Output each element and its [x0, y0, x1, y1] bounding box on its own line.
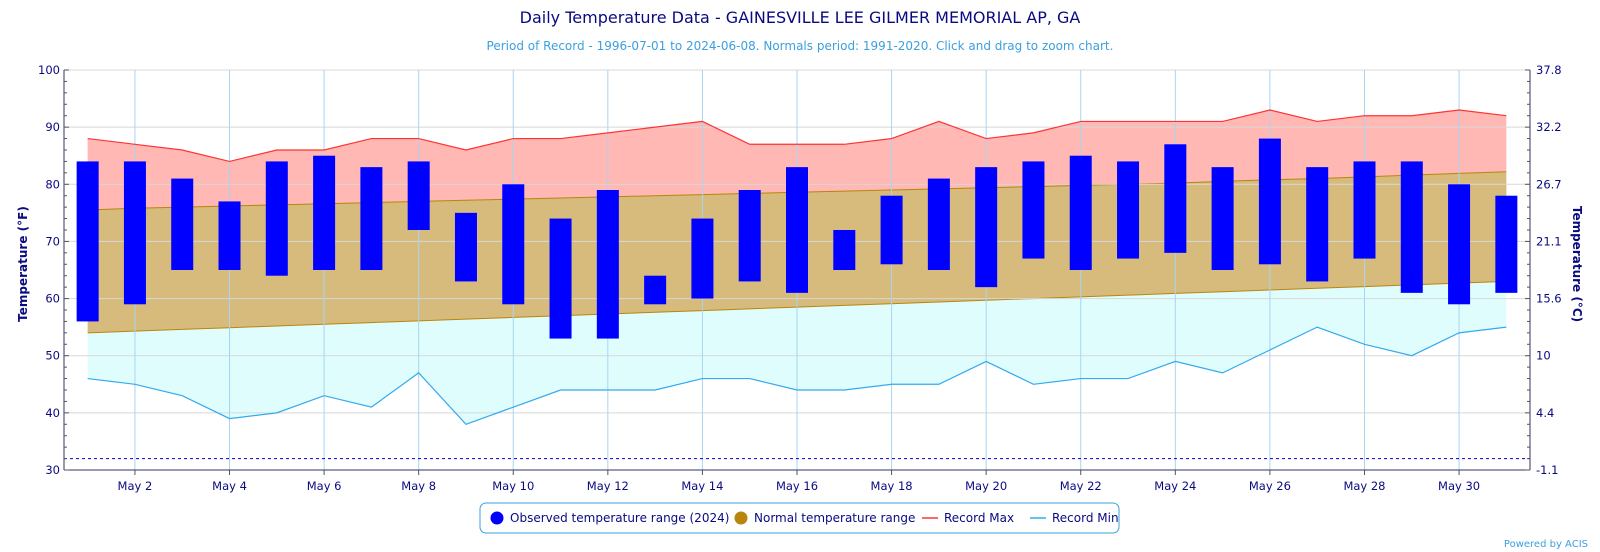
observed-bar[interactable]: [76, 161, 99, 322]
observed-bar[interactable]: [171, 178, 194, 270]
y-tick-label-left: 30: [45, 463, 60, 477]
observed-bar[interactable]: [218, 201, 241, 270]
x-tick-label: May 22: [1060, 479, 1102, 493]
observed-bar[interactable]: [786, 167, 808, 293]
x-tick-label: May 30: [1438, 479, 1480, 493]
y-tick-label-right: 26.7: [1536, 177, 1562, 191]
x-tick-label: May 4: [212, 479, 247, 493]
legend-item-observed[interactable]: Observed temperature range (2024): [490, 511, 730, 525]
y-axis-title-left: Temperature (°F): [16, 206, 30, 322]
chart-subtitle: Period of Record - 1996-07-01 to 2024-06…: [487, 39, 1114, 53]
legend-box: [479, 502, 1120, 534]
observed-bar[interactable]: [1448, 184, 1471, 305]
observed-bars[interactable]: [76, 138, 1518, 339]
observed-bar[interactable]: [454, 212, 477, 282]
observed-bar[interactable]: [265, 161, 288, 276]
y-tick-label-left: 50: [45, 349, 60, 363]
legend-observed-label: Observed temperature range (2024): [510, 511, 729, 525]
x-tick-label: May 14: [681, 479, 723, 493]
observed-bar[interactable]: [502, 184, 525, 305]
axes: 30 40 50 60 70 80 90 100 -1.1 4.4 10 15.6 21.1 26.7 32…: [38, 63, 1562, 493]
y-tick-label-right: 37.8: [1536, 63, 1562, 77]
y-tick-label-right: 32.2: [1536, 120, 1562, 134]
observed-bar[interactable]: [738, 190, 761, 282]
observed-bar[interactable]: [1353, 161, 1376, 259]
y-tick-label-left: 70: [45, 234, 60, 248]
observed-bar[interactable]: [1495, 195, 1518, 293]
observed-bar[interactable]: [833, 230, 856, 270]
record-max-line: [87, 109, 1507, 163]
legend-item-normal[interactable]: Normal temperature range: [734, 511, 916, 525]
observed-bar[interactable]: [1164, 144, 1187, 253]
y-tick-label-right: 10: [1536, 349, 1551, 363]
y-tick-label-right: -1.1: [1536, 463, 1558, 477]
x-tick-label: May 8: [401, 479, 436, 493]
legend-normal-marker: [734, 511, 748, 525]
observed-bar[interactable]: [975, 167, 998, 288]
observed-bar[interactable]: [1400, 161, 1423, 293]
x-tick-label: May 10: [492, 479, 534, 493]
observed-bar[interactable]: [1022, 161, 1045, 259]
observed-bar[interactable]: [1117, 161, 1140, 259]
legend-item-record-max[interactable]: Record Max: [922, 511, 1014, 525]
record-min-line: [87, 326, 1507, 425]
legend-record-min-label: Record Min: [1052, 511, 1119, 525]
observed-bar[interactable]: [360, 167, 383, 270]
y-tick-label-left: 80: [45, 177, 60, 191]
x-tick-label: May 2: [118, 479, 153, 493]
y-tick-label-left: 90: [45, 120, 60, 134]
observed-bar[interactable]: [1069, 155, 1092, 270]
observed-bar[interactable]: [549, 218, 572, 339]
y-tick-label-right: 15.6: [1536, 292, 1562, 306]
chart-title: Daily Temperature Data - GAINESVILLE LEE…: [520, 8, 1081, 27]
observed-bar[interactable]: [1306, 167, 1329, 282]
y-axis-title-right: Temperature (°C): [1570, 206, 1584, 322]
observed-bar[interactable]: [123, 161, 146, 305]
observed-bar[interactable]: [1211, 167, 1234, 270]
observed-bar[interactable]: [691, 218, 714, 299]
y-tick-label-left: 100: [38, 63, 60, 77]
x-tick-label: May 24: [1154, 479, 1196, 493]
legend-item-record-min[interactable]: Record Min: [1030, 511, 1119, 525]
legend-record-max-label: Record Max: [944, 511, 1014, 525]
x-tick-label: May 18: [871, 479, 913, 493]
x-tick-label: May 28: [1343, 479, 1385, 493]
record-lines: [87, 109, 1507, 425]
y-tick-label-right: 21.1: [1536, 234, 1562, 248]
observed-bar[interactable]: [927, 178, 950, 270]
observed-bar[interactable]: [644, 275, 667, 305]
x-tick-label: May 20: [965, 479, 1007, 493]
acis-credit-link[interactable]: Powered by ACIS: [1504, 539, 1588, 550]
observed-bar[interactable]: [407, 161, 430, 230]
y-tick-label-right: 4.4: [1536, 406, 1554, 420]
legend-observed-marker: [490, 511, 504, 525]
legend-normal-label: Normal temperature range: [754, 511, 915, 525]
y-tick-label-left: 60: [45, 292, 60, 306]
observed-bar[interactable]: [596, 190, 619, 339]
legend: Observed temperature range (2024) Normal…: [479, 502, 1120, 534]
observed-bar[interactable]: [1258, 138, 1281, 265]
x-tick-label: May 6: [307, 479, 342, 493]
x-tick-label: May 12: [587, 479, 629, 493]
y-tick-label-left: 40: [45, 406, 60, 420]
x-tick-label: May 26: [1249, 479, 1291, 493]
observed-bar[interactable]: [313, 155, 336, 270]
observed-bar[interactable]: [880, 195, 903, 265]
x-tick-label: May 16: [776, 479, 818, 493]
